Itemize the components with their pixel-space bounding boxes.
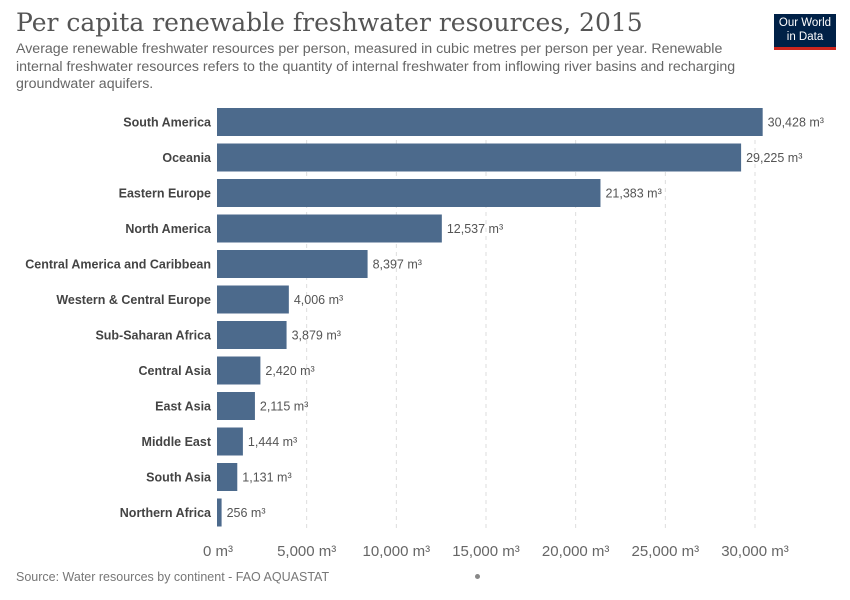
- x-tick-label: 5,000 m³: [277, 543, 336, 560]
- x-tick-label: 10,000 m³: [363, 543, 431, 560]
- value-label: 2,115 m³: [260, 400, 308, 414]
- bar[interactable]: [217, 427, 243, 456]
- value-label: 256 m³: [227, 506, 266, 520]
- x-tick-label: 30,000 m³: [721, 543, 789, 560]
- value-label: 12,537 m³: [447, 222, 503, 236]
- x-tick-label: 0 m³: [203, 543, 233, 560]
- category-label: South Asia: [146, 471, 212, 485]
- value-label: 4,006 m³: [294, 293, 343, 307]
- bar[interactable]: [217, 321, 287, 349]
- x-axis-tick-labels: 0 m³ 5,000 m³ 10,000 m³ 15,000 m³ 20,000 m³ 2…: [203, 543, 789, 560]
- category-labels: South America Oceania Eastern Europe North …: [25, 116, 212, 521]
- category-label: Western & Central Europe: [56, 293, 211, 307]
- category-label: Middle East: [142, 435, 212, 449]
- category-label: North America: [125, 222, 212, 236]
- value-label: 30,428 m³: [768, 116, 824, 130]
- category-label: Eastern Europe: [119, 187, 211, 201]
- category-label: Central America and Caribbean: [25, 258, 211, 272]
- bar[interactable]: [217, 214, 442, 243]
- bars: [217, 108, 763, 527]
- x-tick-label: 15,000 m³: [452, 543, 520, 560]
- x-tick-label: 25,000 m³: [632, 543, 700, 560]
- value-label: 2,420 m³: [265, 364, 314, 378]
- value-label: 1,131 m³: [242, 471, 291, 485]
- value-label: 29,225 m³: [746, 151, 802, 165]
- bar[interactable]: [217, 179, 601, 207]
- category-label: Oceania: [162, 151, 212, 165]
- category-label: East Asia: [155, 400, 212, 414]
- bar[interactable]: [217, 143, 742, 172]
- category-label: South America: [123, 116, 212, 130]
- category-label: Northern Africa: [120, 506, 212, 520]
- value-labels: 30,428 m³ 29,225 m³ 21,383 m³ 12,537 m³ 8,39…: [227, 116, 824, 521]
- bar[interactable]: [217, 498, 222, 527]
- timeline-dot-icon[interactable]: [475, 574, 480, 579]
- bar[interactable]: [217, 250, 368, 278]
- bar[interactable]: [217, 463, 238, 491]
- bar[interactable]: [217, 285, 289, 314]
- owid-logo[interactable]: Our World in Data: [774, 14, 836, 50]
- bar[interactable]: [217, 392, 255, 420]
- source-note: Source: Water resources by continent - F…: [16, 570, 330, 584]
- value-label: 21,383 m³: [605, 187, 661, 201]
- logo-line-1: Our World: [778, 17, 832, 29]
- value-label: 1,444 m³: [248, 435, 297, 449]
- bar[interactable]: [217, 108, 763, 136]
- category-label: Central Asia: [139, 364, 213, 378]
- value-label: 8,397 m³: [373, 258, 422, 272]
- grid-lines: [306, 108, 756, 530]
- x-tick-label: 20,000 m³: [542, 543, 610, 560]
- value-label: 3,879 m³: [292, 329, 341, 343]
- bar[interactable]: [217, 356, 261, 385]
- chart-title: Per capita renewable freshwater resource…: [16, 8, 643, 37]
- chart-subtitle: Average renewable freshwater resources p…: [16, 41, 736, 92]
- logo-line-2: in Data: [786, 31, 824, 43]
- category-label: Sub-Saharan Africa: [95, 329, 212, 343]
